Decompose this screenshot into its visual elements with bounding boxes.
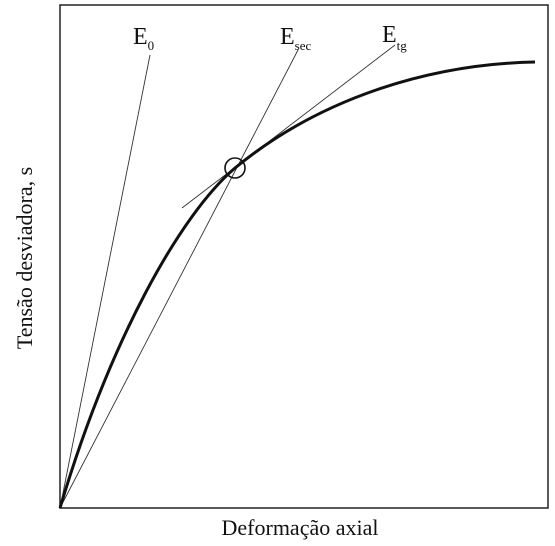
initial-modulus-line [59,54,151,509]
symbol: E [133,24,148,50]
secant-modulus-line [59,49,299,509]
y-axis-label: Tensão desviadora, s [12,167,37,349]
subscript: 0 [148,38,155,53]
stress-strain-curve [58,60,536,509]
subscript: sec [295,38,312,53]
symbol: E [280,24,295,50]
symbol: E [382,22,397,48]
etg-label: Etg [382,22,407,53]
esec-label: Esec [280,24,312,53]
subscript: tg [397,38,408,53]
frame [59,4,549,509]
x-axis-label: Deformação axial [222,515,379,540]
e0-label: E0 [133,24,154,53]
reference-point [224,157,246,179]
tangent-modulus-line [181,44,396,209]
